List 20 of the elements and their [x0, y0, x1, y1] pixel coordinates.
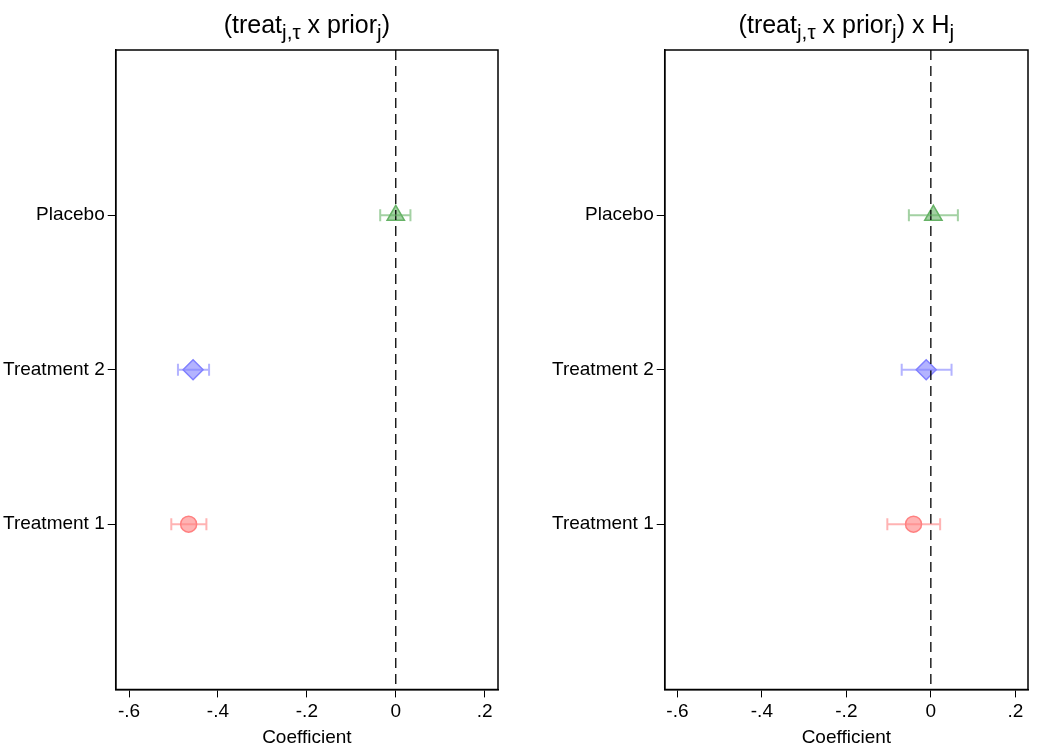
x-tick-label: 0: [925, 700, 937, 722]
chart-title: (treat$_{j,τ}$ x prior$_{j}$): [222, 10, 392, 44]
x-tick-label: 0: [390, 700, 402, 722]
x-tick-label: -.4: [750, 700, 774, 722]
y-tick-label: Placebo: [36, 203, 105, 225]
x-axis-title: Coefficient: [262, 725, 353, 747]
x-tick-label: -.6: [117, 700, 141, 722]
y-tick-label: Treatment 2: [2, 357, 105, 379]
y-tick-label: Treatment 1: [2, 512, 105, 534]
x-tick-label: .2: [1007, 700, 1024, 722]
y-tick-label: Placebo: [585, 203, 654, 225]
x-tick-label: .2: [476, 700, 493, 722]
x-tick-label: -.2: [835, 700, 858, 722]
chart-title: (treat$_{j,τ}$ x prior$_{j}$) x H$_{j}$: [737, 10, 956, 44]
x-tick-label: -.4: [206, 700, 230, 722]
x-axis-title: Coefficient: [801, 725, 892, 747]
y-tick-label: Treatment 1: [551, 512, 654, 534]
x-tick-label: -.2: [295, 700, 318, 722]
x-tick-label: -.6: [666, 700, 689, 722]
y-tick-label: Treatment 2: [551, 357, 654, 379]
